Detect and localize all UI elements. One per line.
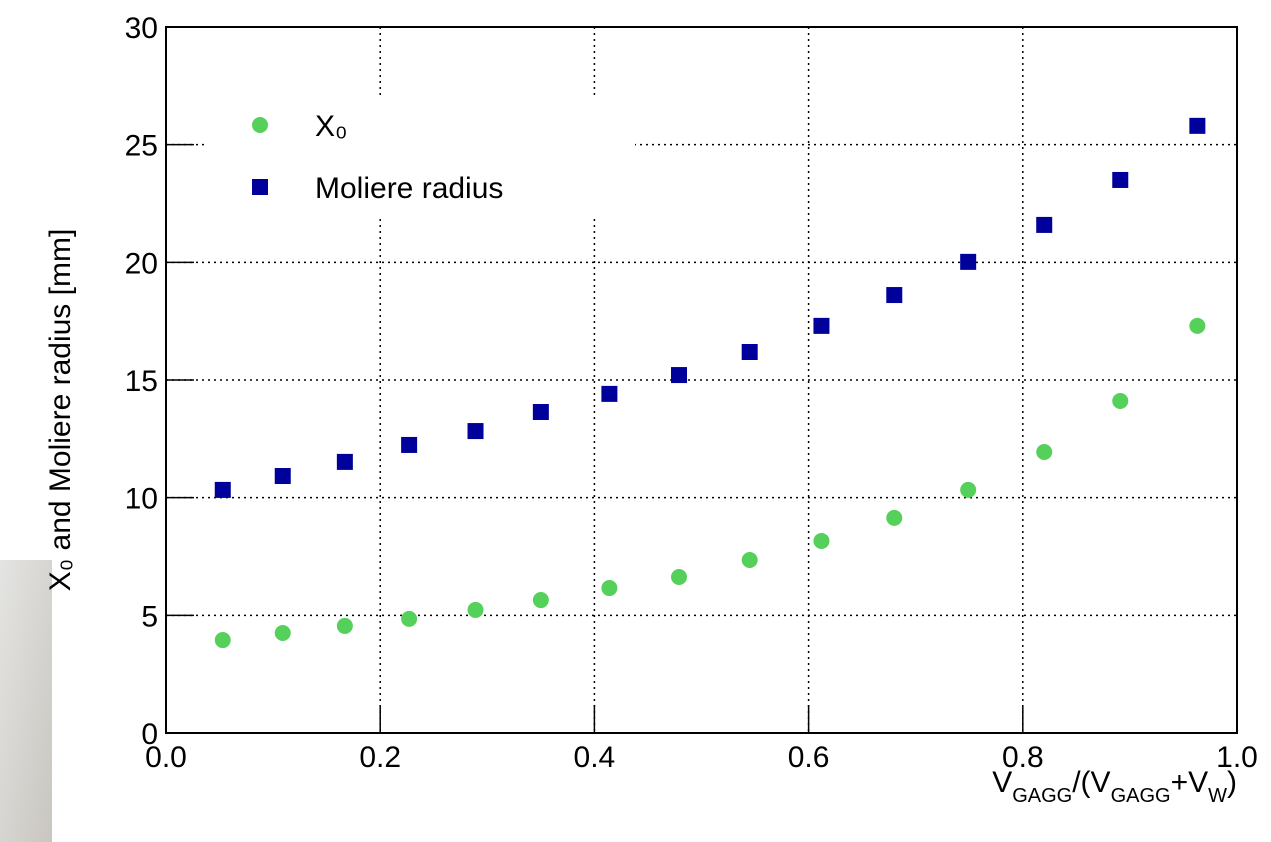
- x-tick-label: 0.6: [788, 741, 830, 774]
- data-point: [601, 580, 618, 597]
- data-point: [960, 481, 977, 498]
- data-point: [741, 343, 758, 360]
- data-point: [1189, 117, 1206, 134]
- photo-fragment: [0, 560, 52, 842]
- data-point: [532, 592, 549, 609]
- x-axis-label-part: GAGG: [1111, 785, 1171, 807]
- data-point: [532, 404, 549, 421]
- x-axis-label-part: /(V: [1072, 766, 1110, 799]
- x-axis-label-part: W: [1208, 785, 1227, 807]
- y-tick-label: 20: [125, 247, 158, 280]
- x-tick-label: 0.2: [359, 741, 401, 774]
- data-point: [401, 610, 418, 627]
- y-tick-label: 5: [141, 600, 158, 633]
- data-point: [960, 253, 977, 270]
- data-point: [671, 367, 688, 384]
- data-point: [1036, 444, 1053, 461]
- y-tick-label: 30: [125, 12, 158, 45]
- data-point: [741, 552, 758, 569]
- data-point: [1036, 216, 1053, 233]
- legend-marker: [252, 117, 268, 133]
- x-axis-label: VGAGG/(VGAGG+VW): [992, 766, 1237, 807]
- x-tick-label: 0.4: [574, 741, 616, 774]
- y-tick-label: 15: [125, 365, 158, 398]
- legend-label: X₀: [315, 110, 347, 143]
- x-axis-label-part: ): [1227, 766, 1237, 799]
- x-tick-label: 1.0: [1216, 741, 1258, 774]
- data-point: [886, 287, 903, 304]
- legend-label: Moliere radius: [315, 172, 503, 205]
- data-point: [601, 385, 618, 402]
- data-point: [1112, 392, 1129, 409]
- data-point: [1189, 317, 1206, 334]
- data-point: [336, 453, 353, 470]
- data-point: [467, 601, 484, 618]
- data-point: [214, 632, 231, 649]
- data-point: [467, 423, 484, 440]
- data-point: [274, 624, 291, 641]
- x-tick-label: 0.8: [1002, 741, 1044, 774]
- frame: [165, 26, 1238, 734]
- y-tick-label: 10: [125, 483, 158, 516]
- data-point: [813, 317, 830, 334]
- data-point: [336, 617, 353, 634]
- legend-box: [205, 95, 635, 217]
- y-tick-label: 25: [125, 130, 158, 163]
- legend-marker: [252, 179, 268, 195]
- x-axis-label-part: +V: [1171, 766, 1209, 799]
- data-point: [813, 532, 830, 549]
- x-tick-label: 0.0: [145, 741, 187, 774]
- y-axis-label: X₀ and Moliere radius [mm]: [44, 229, 77, 592]
- x-axis-label-part: GAGG: [1012, 785, 1072, 807]
- data-point: [671, 568, 688, 585]
- data-point: [1112, 171, 1129, 188]
- data-point: [274, 468, 291, 485]
- data-point: [401, 436, 418, 453]
- x-axis-label-part: V: [992, 766, 1012, 799]
- y-tick-label: 0: [141, 718, 158, 751]
- data-point: [214, 481, 231, 498]
- data-point: [886, 509, 903, 526]
